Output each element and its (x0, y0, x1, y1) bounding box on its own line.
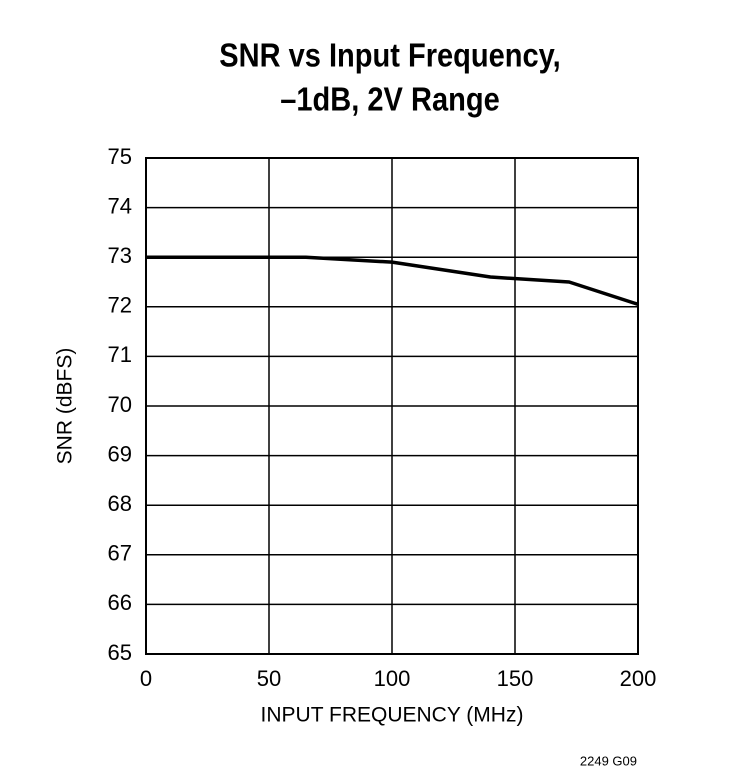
x-tick-label: 100 (374, 666, 411, 691)
x-tick-label: 200 (620, 666, 657, 691)
x-tick-label: 0 (140, 666, 152, 691)
y-tick-label: 66 (108, 590, 132, 615)
chart-title: –1dB, 2V Range (280, 81, 499, 118)
figure-note: 2249 G09 (580, 753, 637, 768)
x-tick-label: 50 (257, 666, 281, 691)
y-tick-label: 71 (108, 342, 132, 367)
y-tick-label: 68 (108, 491, 132, 516)
y-tick-label: 74 (108, 193, 132, 218)
y-tick-label: 70 (108, 392, 132, 417)
y-tick-label: 75 (108, 144, 132, 169)
y-axis-label: SNR (dBFS) (54, 348, 77, 465)
plot-frame (145, 157, 639, 655)
x-axis-label: INPUT FREQUENCY (MHz) (261, 704, 524, 727)
y-tick-label: 73 (108, 243, 132, 268)
data-line (146, 255, 639, 306)
x-tick-label: 150 (497, 666, 534, 691)
chart-title: SNR vs Input Frequency, (219, 37, 561, 74)
y-tick-label: 72 (108, 293, 132, 318)
y-tick-label: 65 (108, 640, 132, 665)
y-tick-label: 69 (108, 441, 132, 466)
y-tick-label: 67 (108, 541, 132, 566)
